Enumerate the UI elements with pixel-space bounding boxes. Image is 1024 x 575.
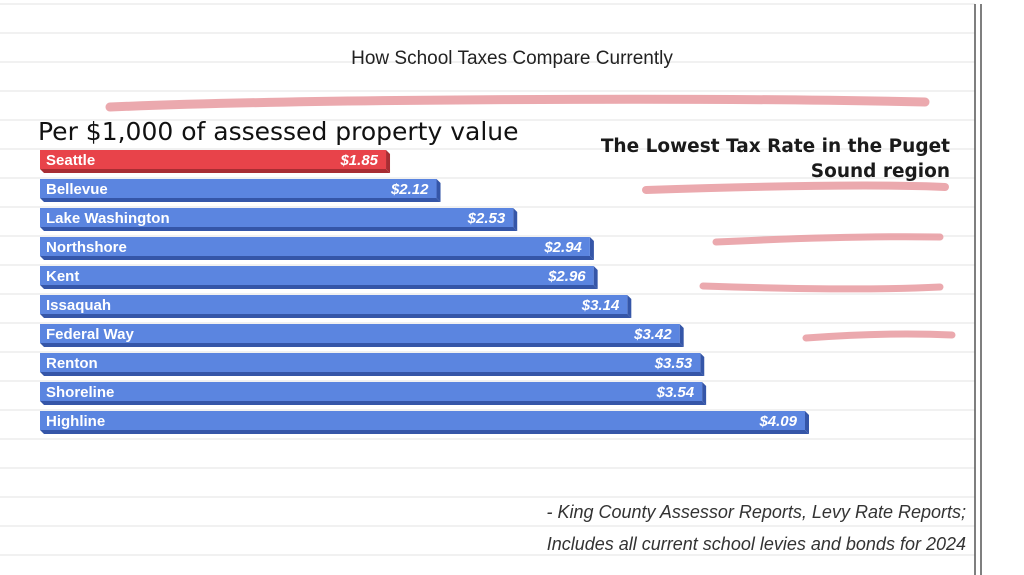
bar-category-label: Shoreline [46,384,114,401]
highlighter-stroke-2 [712,233,944,246]
bar-side [513,208,518,231]
bar-base [40,314,632,318]
bar-base [40,198,441,202]
bar-side [627,295,632,318]
bar-highline: Highline $4.09 [40,411,809,434]
bar-base [40,285,598,289]
callout-line-1: The Lowest Tax Rate in the Puget [600,136,950,157]
bar-northshore: Northshore $2.94 [40,237,594,260]
bar-side [386,150,391,173]
source-note-line-2: Includes all current school levies and b… [546,534,966,554]
highlighter-stroke-title [105,94,930,112]
callout-text: The Lowest Tax Rate in the Puget Sound r… [590,134,950,184]
bar-value-label: $3.53 [654,355,693,372]
bar-value-label: $3.42 [633,326,672,343]
bar-side [589,237,594,260]
bar-base [40,401,707,405]
callout-line-2: Sound region [810,161,950,182]
bar-rect [40,382,703,401]
bar-base [40,343,684,347]
bar-side [702,382,707,405]
bar-side [700,353,705,376]
bar-rect [40,353,701,372]
ruled-lines [0,3,975,556]
highlighter-stroke-3 [699,282,944,293]
bar-category-label: Issaquah [46,297,111,314]
bar-value-label: $1.85 [339,152,378,169]
bar-kent: Kent $2.96 [40,266,598,289]
bar-value-label: $2.94 [543,239,582,256]
bar-base [40,430,809,434]
bar-value-label: $2.12 [390,181,429,198]
highlighter-stroke-4 [802,330,956,342]
bar-base [40,256,594,260]
bar-category-label: Lake Washington [46,210,170,227]
bar-renton: Renton $3.53 [40,353,705,376]
slide-title: How School Taxes Compare Currently [351,48,673,69]
bar-base [40,169,391,173]
bar-value-label: $2.53 [467,210,506,227]
bar-bellevue: Bellevue $2.12 [40,179,441,202]
bar-rect [40,324,680,343]
bar-federal-way: Federal Way $3.42 [40,324,684,347]
bar-rect [40,237,590,256]
bar-shoreline: Shoreline $3.54 [40,382,707,405]
bar-rect [40,179,437,198]
bar-rect [40,266,594,285]
bar-lake-washington: Lake Washington $2.53 [40,208,518,231]
bar-value-label: $3.14 [581,297,620,314]
bar-value-label: $3.54 [656,384,695,401]
bar-category-label: Renton [46,355,98,372]
bar-category-label: Seattle [46,152,95,169]
bar-rect [40,411,805,430]
bar-category-label: Bellevue [46,181,108,198]
bar-side [436,179,441,202]
bar-side [679,324,684,347]
bar-value-label: $4.09 [758,413,797,430]
bar-rect [40,295,628,314]
bar-category-label: Northshore [46,239,127,256]
bar-rect [40,150,387,169]
bar-category-label: Kent [46,268,79,285]
bar-base [40,227,518,231]
source-note-line-1: - King County Assessor Reports, Levy Rat… [546,502,966,522]
chart-subtitle: Per $1,000 of assessed property value [38,117,519,146]
bar-rect [40,208,514,227]
bar-side [593,266,598,289]
bar-seattle: Seattle $1.85 [40,150,391,173]
bar-value-label: $2.96 [547,268,586,285]
highlighter-stroke-callout [642,181,949,194]
bar-base [40,372,705,376]
bar-issaquah: Issaquah $3.14 [40,295,632,318]
bar-category-label: Federal Way [46,326,134,343]
bar-side [805,411,809,434]
bar-category-label: Highline [46,413,105,430]
